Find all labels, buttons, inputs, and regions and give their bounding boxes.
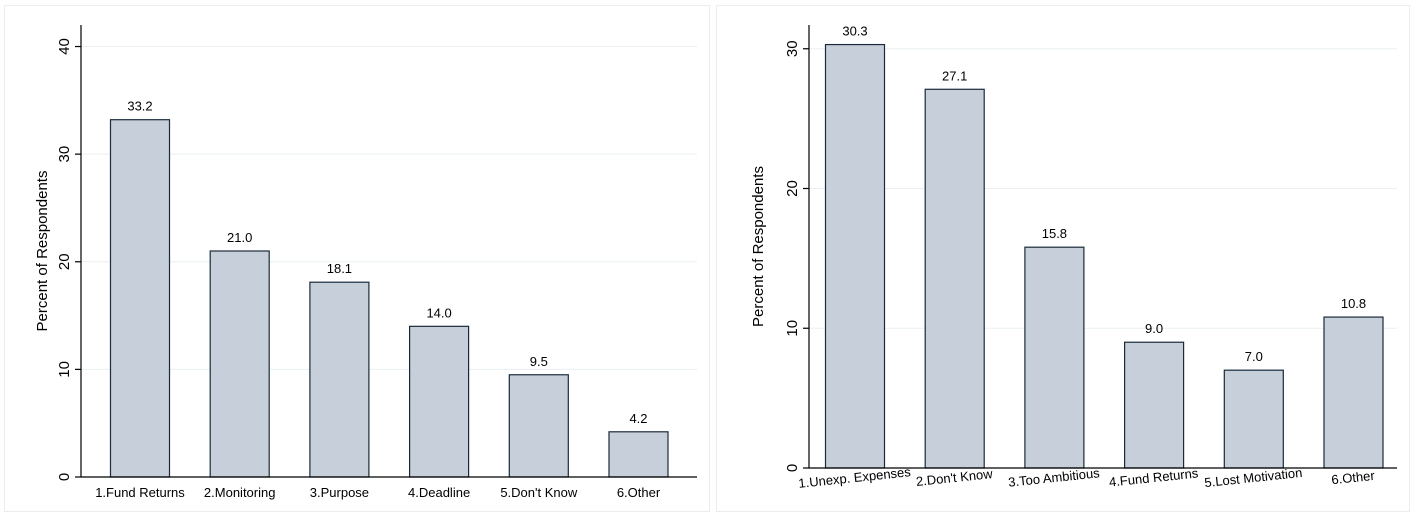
bar <box>1323 316 1384 469</box>
y-tick-label: 10 <box>56 361 73 378</box>
x-category-label: 2.Monitoring <box>204 485 276 500</box>
y-tick-label: 0 <box>56 473 73 481</box>
bar-value-label: 15.8 <box>1042 226 1067 241</box>
y-tick-label: 40 <box>56 38 73 55</box>
bar-value-label: 33.2 <box>127 99 152 114</box>
left-bar-chart: 0 10 20 30 40 Percent of Respondents 33.2 1.Fun… <box>34 25 697 500</box>
x-category-label: 4.Fund Returns <box>1108 465 1199 489</box>
bar-value-label: 30.3 <box>842 24 867 39</box>
bar-value-label: 4.2 <box>629 411 647 426</box>
bar <box>508 374 569 478</box>
bar <box>1124 341 1185 469</box>
y-tick-label: 30 <box>784 40 801 57</box>
x-category-label: 5.Don't Know <box>500 485 578 500</box>
left-chart-panel: 0 10 20 30 40 Percent of Respondents 33.2 1.Fun… <box>4 5 710 512</box>
y-tick-label: 0 <box>784 464 801 472</box>
bar-value-label: 9.5 <box>530 354 548 369</box>
y-axis-label: Percent of Respondents <box>34 171 51 332</box>
bar-value-label: 18.1 <box>327 261 352 276</box>
bar-value-label: 14.0 <box>426 305 451 320</box>
bar <box>1024 246 1085 469</box>
x-category-label: 3.Too Ambitious <box>1008 465 1101 490</box>
y-tick-label: 20 <box>784 180 801 197</box>
x-category-label: 6.Other <box>1331 468 1376 488</box>
x-category-label: 2.Don't Know <box>915 466 994 489</box>
y-axis-label: Percent of Respondents <box>750 166 767 327</box>
bar-value-label: 7.0 <box>1245 349 1263 364</box>
bar-value-label: 27.1 <box>942 68 967 83</box>
y-tick-label: 10 <box>784 320 801 337</box>
bar <box>409 325 470 478</box>
x-category-label: 4.Deadline <box>408 485 470 500</box>
x-category-label: 6.Other <box>617 485 661 500</box>
bar <box>309 281 370 478</box>
bar-value-label: 21.0 <box>227 230 252 245</box>
bar <box>824 43 886 469</box>
right-chart-panel: 0 10 20 30 Percent of Respondents 30.3 1.Unexp… <box>716 5 1410 512</box>
x-category-label: 1.Fund Returns <box>95 485 185 500</box>
x-category-label: 3.Purpose <box>310 485 369 500</box>
bar <box>924 88 985 469</box>
y-tick-label: 20 <box>56 253 73 270</box>
bar-value-label: 10.8 <box>1341 296 1366 311</box>
bar-value-label: 9.0 <box>1145 321 1163 336</box>
x-category-label: 5.Lost Motivation <box>1204 465 1303 490</box>
bar <box>109 119 171 478</box>
bar <box>209 250 270 478</box>
bar <box>608 431 669 478</box>
bar <box>1223 369 1284 469</box>
y-tick-label: 30 <box>56 146 73 163</box>
